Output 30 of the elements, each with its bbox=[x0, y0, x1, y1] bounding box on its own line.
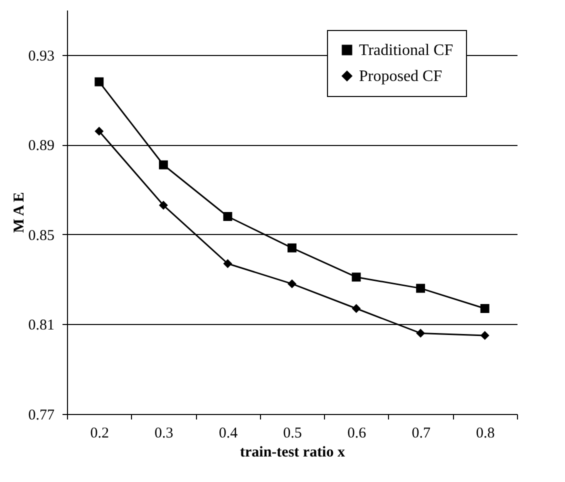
point bbox=[480, 304, 490, 313]
point bbox=[480, 330, 490, 340]
point bbox=[94, 77, 104, 86]
x-tick-label: 0.5 bbox=[283, 426, 302, 442]
point bbox=[158, 200, 168, 210]
x-tick-label: 0.7 bbox=[412, 426, 431, 442]
y-tick-label: 0.77 bbox=[28, 408, 55, 424]
y-axis-title: M A E bbox=[11, 192, 28, 233]
point bbox=[416, 284, 426, 293]
point bbox=[223, 212, 232, 221]
x-tick-label: 0.2 bbox=[90, 426, 110, 442]
point bbox=[158, 160, 168, 170]
y-tick-label: 0.89 bbox=[28, 138, 54, 154]
x-tick-label: 0.8 bbox=[476, 426, 495, 442]
y-tick-label: 0.93 bbox=[28, 48, 54, 64]
point bbox=[288, 279, 296, 288]
x-tick-label: 0.4 bbox=[218, 426, 238, 442]
point bbox=[352, 304, 361, 313]
legend-label: Proposed CF bbox=[359, 68, 442, 85]
x-tick-label: 0.6 bbox=[347, 426, 367, 442]
point bbox=[288, 243, 296, 252]
x-tick-label: 0.3 bbox=[154, 426, 174, 442]
y-tick-label: 0.81 bbox=[28, 318, 54, 334]
x-axis-title: train-test ratio x bbox=[240, 444, 346, 460]
point bbox=[94, 126, 104, 136]
point bbox=[352, 272, 361, 282]
point bbox=[416, 328, 426, 338]
legend-label: Traditional CF bbox=[359, 42, 454, 59]
point bbox=[223, 259, 232, 268]
y-tick-label: 0.85 bbox=[28, 228, 54, 244]
